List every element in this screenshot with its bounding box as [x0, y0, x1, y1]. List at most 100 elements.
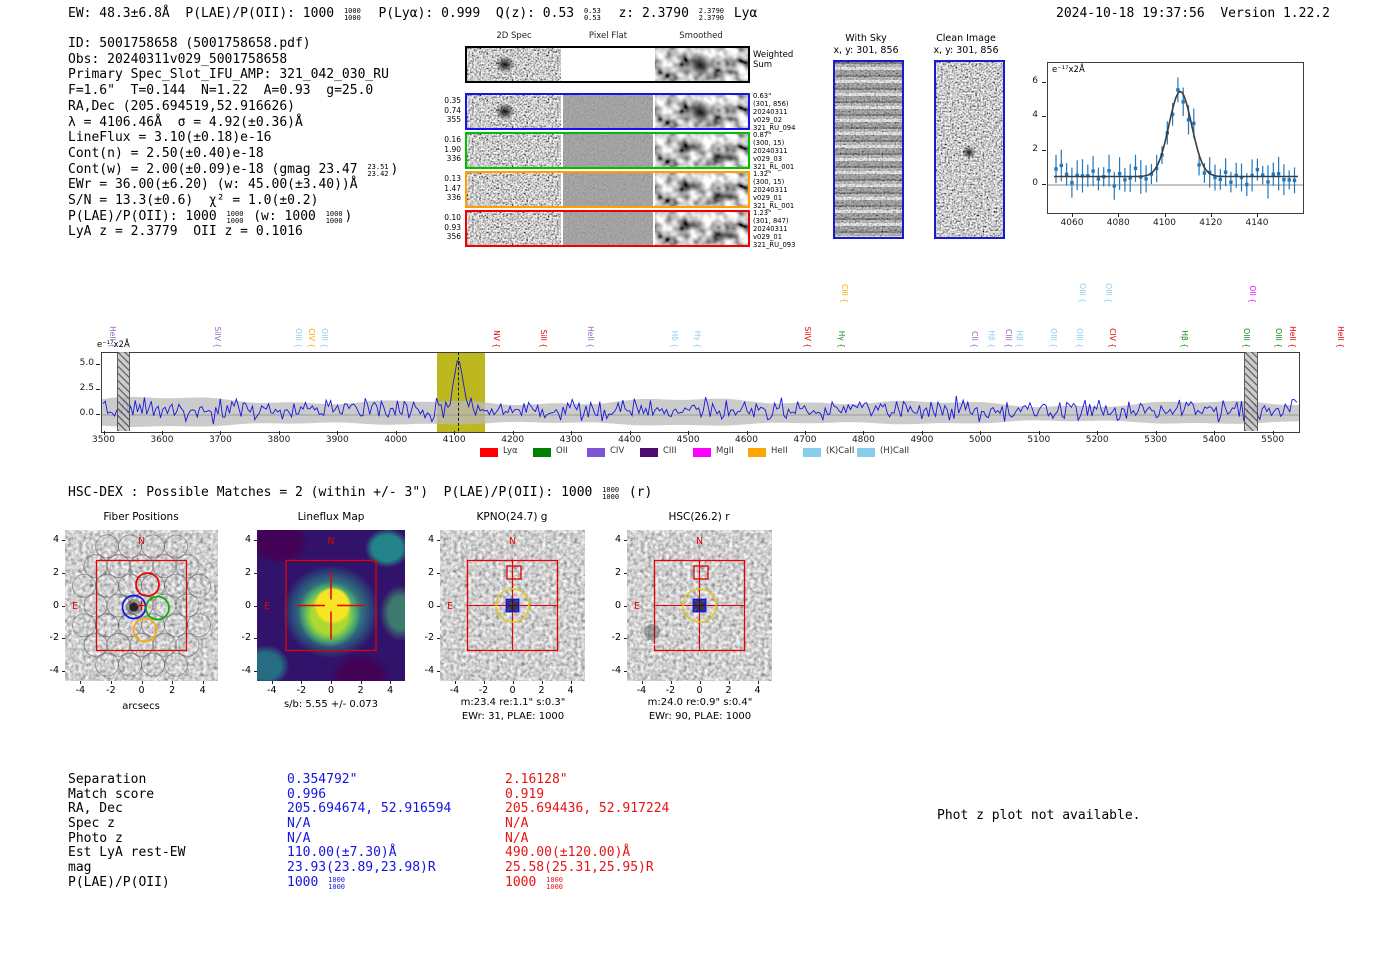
mainspec-xtick-mark	[980, 431, 982, 435]
svg-text:E: E	[264, 601, 270, 612]
linefit-svg	[1048, 77, 1303, 200]
mainspec-xtick-label: 4800	[851, 435, 875, 445]
line-label-Hδ: Hδ {	[670, 330, 679, 348]
cutout-xtick-mark	[454, 681, 456, 684]
mainspec-xtick-mark	[220, 431, 222, 435]
cutout-ytick-label: -2	[611, 632, 621, 644]
mainspec-xtick-label: 3900	[325, 435, 349, 445]
line-label-NV: NV {	[492, 330, 501, 348]
match-value-col2: N/A	[505, 815, 529, 831]
cutout-ytick-mark	[437, 539, 440, 541]
cutout-xlabel-arcsecs: arcsecs	[122, 701, 160, 712]
info-line-8: Cont(w) = 2.00(±0.09)e-18 (gmag 23.47 23…	[68, 161, 399, 178]
cutout-xtick-label: 2	[538, 685, 545, 696]
line-label-Hγ: Hγ {	[693, 330, 702, 348]
cutout-ytick-mark	[254, 638, 257, 640]
noise-texture	[467, 173, 561, 206]
cutout-xtick-label: -4	[75, 685, 86, 696]
cutout-xtick-label: -4	[449, 685, 460, 696]
cutout-xtick-mark	[757, 681, 759, 684]
linefit-ytick-label: 2	[1032, 144, 1038, 154]
cutout-ytick-label: 0	[427, 599, 434, 611]
mainspec-xtick-mark	[278, 431, 280, 435]
match-row-label: Match score	[68, 786, 155, 802]
stacked-fraction: 1000 1000	[325, 210, 343, 225]
masked-band-hatch	[1244, 352, 1258, 431]
linefit-ytick-label: 6	[1032, 76, 1038, 86]
line-label-OIII: OIII {	[320, 328, 329, 348]
cutout-xtick-mark	[541, 681, 543, 684]
spec2d-image	[467, 134, 561, 167]
pixelflat-image	[563, 212, 653, 245]
smoothed-image	[655, 134, 748, 167]
pixelflat-image	[563, 48, 653, 81]
match-value-col1: N/A	[287, 830, 311, 846]
cutout-xtick-mark	[331, 681, 332, 684]
legend-swatch-(H)CaII	[857, 448, 875, 457]
cleanimage-title: Clean Image	[936, 33, 996, 44]
line-label-SiIV: SiIV {	[213, 326, 222, 348]
mainspec-xtick-mark	[454, 431, 456, 435]
stacked-fraction: 1000 1000	[602, 486, 620, 501]
info-line-1: Obs: 20240311v029_5001758658	[68, 51, 288, 67]
match-value-col2: 490.00(±120.00)Å	[505, 845, 631, 861]
legend-swatch-(K)CaII	[803, 448, 821, 457]
match-value-col2: 25.58(25.31,25.95)R	[505, 859, 654, 875]
legend-label-CIV: CIV	[610, 446, 625, 456]
streak-blob	[673, 180, 707, 192]
mainspec-ytick-label: 0.0	[79, 408, 94, 418]
legend-swatch-HeII	[748, 448, 766, 457]
cutout-ytick-label: 2	[52, 566, 59, 578]
mainspec-xtick-label: 4700	[793, 435, 817, 445]
match-row-label: Est LyA rest-EW	[68, 845, 186, 861]
mainspec-xtick-label: 4900	[910, 435, 934, 445]
summary-header: EW: 48.3±6.8Å P(LAE)/P(OII): 1000 1000 10…	[68, 6, 758, 22]
mainspec-xtick-label: 5100	[1027, 435, 1051, 445]
cutout-xtick-label: 2	[725, 685, 732, 696]
strip-left-labels: 0.35 0.74 355	[444, 96, 461, 124]
match-value-col2: N/A	[505, 830, 529, 846]
spec2d-strip-row	[465, 171, 750, 208]
mainspec-xtick-label: 4400	[618, 435, 642, 445]
cutout-xtick-mark	[301, 681, 303, 684]
linefit-xtick-label: 4060	[1060, 218, 1084, 228]
main-spectrum-svg	[102, 360, 1299, 427]
cutout-overlay-1: NE	[264, 536, 377, 652]
info-line-12: LyA z = 2.3779 OII z = 0.1016	[68, 224, 303, 240]
cutout-xtick-mark	[699, 681, 701, 684]
mainspec-unit-label: e⁻¹⁷x2Å	[97, 340, 130, 350]
cutout-overlay-0: NE	[72, 534, 211, 677]
mainspec-xtick-mark	[921, 431, 923, 435]
cutout-xtick-label: 4	[567, 685, 574, 696]
linefit-ytick-label: 4	[1032, 110, 1038, 120]
mainspec-xtick-label: 3700	[208, 435, 232, 445]
cutout-xtick-label: 2	[169, 685, 176, 696]
cleanimage-coords: x, y: 301, 856	[933, 45, 999, 56]
spec2d-header-2: Pixel Flat	[588, 31, 628, 41]
legend-swatch-OII	[533, 448, 551, 457]
cutout-ytick-label: -4	[611, 665, 621, 677]
mainspec-xtick-mark	[1272, 431, 1274, 435]
kpno-ewr-caption: EWr: 31, PLAE: 1000	[461, 711, 565, 722]
spec2d-image	[467, 48, 561, 81]
cutout-title-fiber-positions: Fiber Positions	[103, 511, 179, 523]
cutout-ytick-label: 2	[244, 566, 251, 578]
svg-text:N: N	[696, 536, 703, 547]
strip-left-labels: 0.10 0.93 356	[444, 213, 461, 241]
cutout-xtick-mark	[670, 681, 672, 684]
cutout-xtick-mark	[390, 681, 392, 684]
match-value-col1: 23.93(23.89,23.98)R	[287, 859, 436, 875]
clean-image-source-blob	[962, 146, 976, 159]
spec2d-image	[467, 95, 561, 128]
noise-texture	[563, 212, 653, 245]
smoothed-image	[655, 173, 748, 206]
cutout-title-hsc: HSC(26.2) r	[668, 511, 730, 523]
line-label-OIII: OIII {	[1075, 328, 1084, 348]
cutout-ytick-mark	[437, 605, 440, 607]
mainspec-ytick-mark	[96, 364, 100, 365]
match-row-label: Spec z	[68, 815, 115, 831]
mainspec-xtick-mark	[395, 431, 397, 435]
